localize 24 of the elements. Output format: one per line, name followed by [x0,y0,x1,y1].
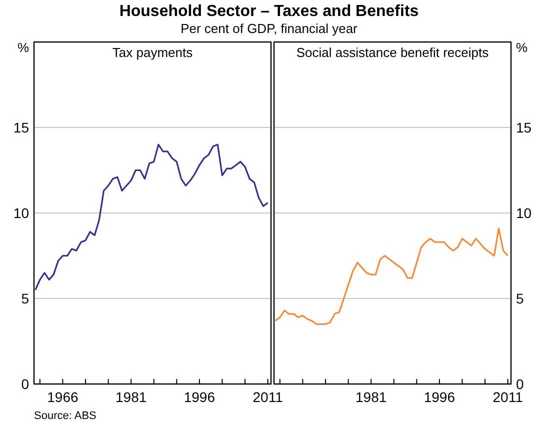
line-series [274,228,509,325]
chart-subtitle: Per cent of GDP, financial year [180,21,358,36]
x-tick-label: 1996 [424,389,456,405]
text: Tax payments [111,45,194,60]
y-tick-label: 5 [21,290,30,306]
y-tick-label: 5 [516,290,524,306]
y-tick-label: 10 [13,205,30,221]
source-note: Source: ABS [34,410,96,422]
y-tick-label: 15 [516,120,532,136]
y-axis-title: % [17,40,30,55]
y-tick-label: 0 [516,376,524,392]
text: Social assistance benefit receipts [295,45,490,60]
y-tick-label: 10 [516,205,532,221]
x-tick-label: 2011 [252,389,284,405]
x-tick-label: 2011 [492,389,524,405]
x-tick-label: 1996 [184,389,216,405]
x-tick-label: 1966 [47,389,78,405]
x-tick-label: 1981 [116,389,147,405]
chart-title: Household Sector – Taxes and Benefits [119,3,419,20]
y-tick-label: 15 [13,120,30,136]
x-tick-label: 1981 [356,389,387,405]
y-axis-title: % [516,40,528,55]
line-series [34,144,269,291]
y-tick-label: 0 [21,376,30,392]
